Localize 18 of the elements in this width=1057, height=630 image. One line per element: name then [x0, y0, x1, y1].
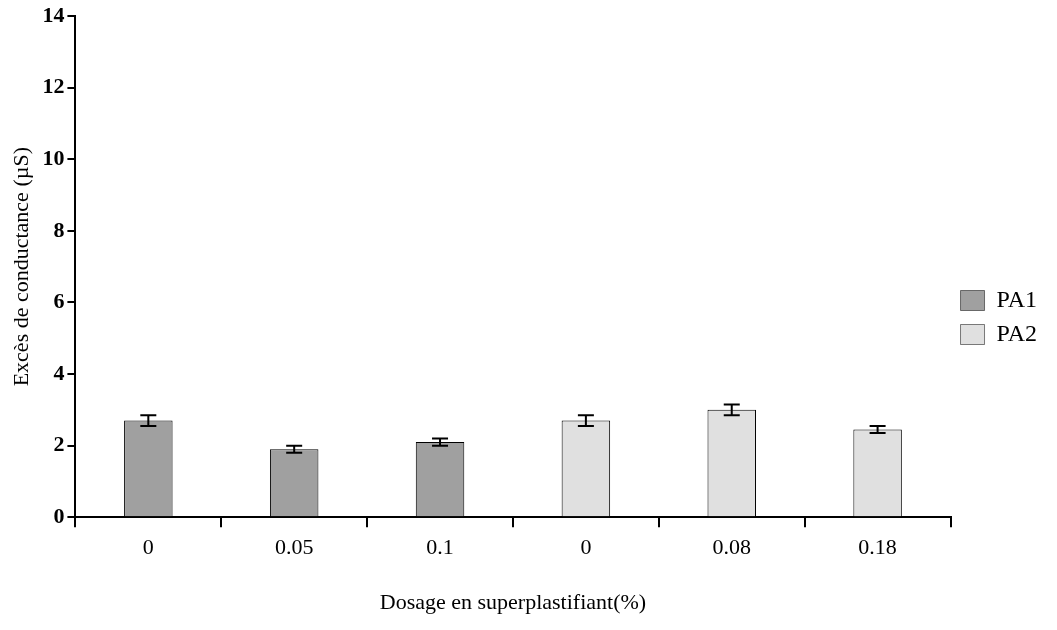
y-tick-label: 2 — [53, 431, 65, 457]
x-tick-label: 0 — [580, 534, 592, 560]
x-tick-label: 0.05 — [274, 534, 314, 560]
y-tick-label: 14 — [42, 1, 65, 27]
y-tick-label: 6 — [53, 288, 65, 314]
x-tick-label: 0.18 — [858, 534, 897, 560]
legend-label: PA2 — [996, 319, 1038, 346]
y-tick-label: 8 — [53, 216, 65, 242]
y-tick-label: 0 — [53, 502, 65, 528]
y-tick-label: 12 — [42, 73, 65, 99]
x-tick-label: 0.08 — [712, 534, 751, 560]
legend-label: PA1 — [996, 285, 1038, 312]
x-tick-label: 0 — [142, 534, 154, 560]
y-axis-title: Excès de conductance (µS) — [7, 147, 33, 387]
x-axis-title: Dosage en superplastifiant(%) — [379, 588, 647, 614]
x-tick-label: 0.1 — [426, 534, 454, 560]
y-tick-label: 4 — [53, 359, 65, 385]
y-tick-label: 10 — [42, 145, 65, 171]
